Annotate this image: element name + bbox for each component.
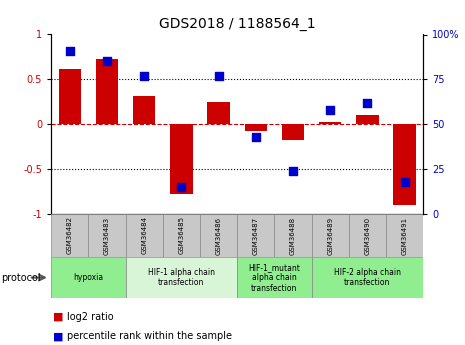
- Text: GSM36485: GSM36485: [179, 216, 184, 255]
- Bar: [59, 69, 81, 124]
- Point: [401, 179, 408, 184]
- Point: [103, 59, 111, 64]
- Bar: [163, 214, 200, 257]
- Text: GSM36484: GSM36484: [141, 216, 147, 255]
- Text: hypoxia: hypoxia: [73, 273, 103, 282]
- Bar: [51, 257, 126, 298]
- Text: HIF-1_mutant
alpha chain
transfection: HIF-1_mutant alpha chain transfection: [248, 263, 300, 293]
- Text: protocol: protocol: [1, 273, 40, 283]
- Bar: [51, 214, 88, 257]
- Point: [364, 100, 371, 106]
- Bar: [200, 214, 237, 257]
- Text: ■: ■: [53, 312, 64, 322]
- Text: GSM36486: GSM36486: [216, 216, 221, 255]
- Bar: [126, 214, 163, 257]
- Point: [252, 134, 259, 139]
- Text: GSM36483: GSM36483: [104, 216, 110, 255]
- Bar: [356, 115, 379, 124]
- Bar: [237, 214, 274, 257]
- Text: GSM36482: GSM36482: [67, 216, 73, 255]
- Text: GSM36490: GSM36490: [365, 216, 370, 255]
- Text: GSM36489: GSM36489: [327, 216, 333, 255]
- Point: [289, 168, 297, 174]
- Text: GSM36487: GSM36487: [253, 216, 259, 255]
- Bar: [393, 124, 416, 205]
- Point: [66, 48, 73, 53]
- Bar: [96, 59, 118, 124]
- Bar: [319, 121, 341, 124]
- Bar: [133, 96, 155, 124]
- Bar: [349, 214, 386, 257]
- Title: GDS2018 / 1188564_1: GDS2018 / 1188564_1: [159, 17, 315, 31]
- Point: [140, 73, 148, 79]
- Bar: [207, 102, 230, 124]
- Text: GSM36491: GSM36491: [402, 216, 407, 255]
- Point: [178, 184, 185, 190]
- Text: ■: ■: [53, 332, 64, 341]
- Bar: [245, 124, 267, 131]
- Bar: [312, 257, 423, 298]
- Bar: [170, 124, 193, 194]
- Text: HIF-1 alpha chain
transfection: HIF-1 alpha chain transfection: [148, 268, 215, 287]
- Bar: [88, 214, 126, 257]
- Bar: [386, 214, 423, 257]
- Bar: [312, 214, 349, 257]
- Point: [326, 107, 334, 112]
- Text: log2 ratio: log2 ratio: [67, 312, 114, 322]
- Bar: [282, 124, 304, 140]
- Bar: [126, 257, 237, 298]
- Bar: [237, 257, 312, 298]
- Bar: [274, 214, 312, 257]
- Point: [215, 73, 222, 79]
- Text: percentile rank within the sample: percentile rank within the sample: [67, 332, 232, 341]
- Text: GSM36488: GSM36488: [290, 216, 296, 255]
- Text: HIF-2 alpha chain
transfection: HIF-2 alpha chain transfection: [334, 268, 401, 287]
